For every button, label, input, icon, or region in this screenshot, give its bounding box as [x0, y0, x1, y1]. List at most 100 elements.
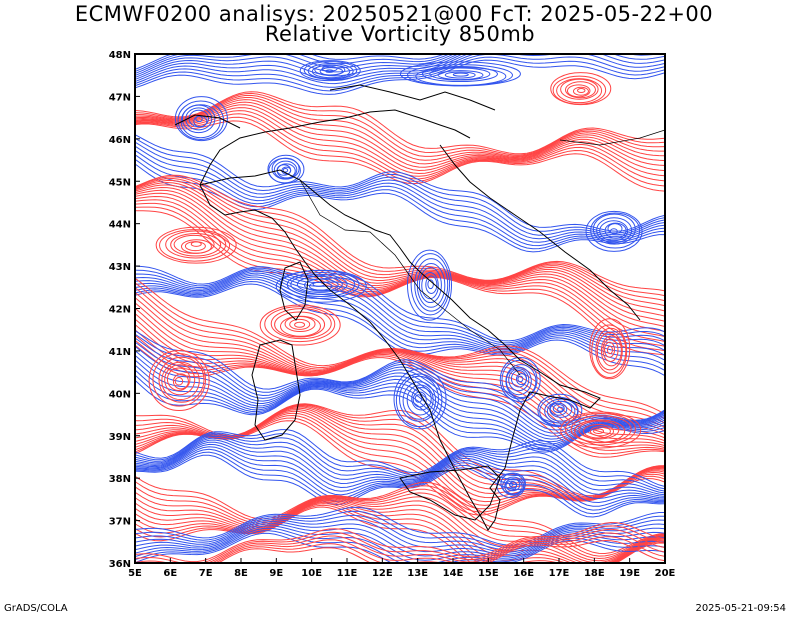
negative-vorticity-cell: [590, 212, 641, 249]
negative-vorticity-contour: [135, 530, 665, 563]
positive-vorticity-cell: [572, 86, 589, 96]
negative-vorticity-cell: [421, 66, 498, 83]
positive-vorticity-cell: [565, 412, 637, 446]
negative-vorticity-cell: [444, 71, 476, 79]
negative-vorticity-cell: [557, 406, 564, 412]
negative-vorticity-cell: [599, 220, 629, 242]
negative-vorticity-cell: [410, 253, 451, 316]
positive-vorticity-contour: [135, 186, 665, 322]
positive-vorticity-contour: [135, 177, 665, 302]
negative-vorticity-cell: [181, 104, 216, 134]
positive-vorticity-cell: [593, 428, 605, 434]
footer-software-label: GrADS/COLA: [4, 603, 68, 614]
negative-vorticity-contour: [135, 276, 665, 361]
positive-vorticity-contour: [135, 313, 665, 442]
negative-vorticity-cell: [406, 249, 452, 321]
positive-vorticity-contour: [135, 475, 665, 555]
negative-vorticity-cell: [515, 373, 527, 386]
positive-vorticity-cell: [159, 229, 231, 262]
lon-tick-label: 8E: [234, 568, 248, 579]
negative-vorticity-contour: [135, 54, 446, 70]
negative-vorticity-contour: [135, 434, 665, 492]
negative-vorticity-cell: [585, 210, 643, 252]
negative-vorticity-contour: [135, 454, 665, 518]
positive-vorticity-contour: [135, 498, 665, 563]
positive-vorticity-cell: [152, 353, 206, 407]
positive-vorticity-cell: [166, 367, 191, 391]
positive-vorticity-contour: [135, 525, 665, 563]
negative-vorticity-contour: [135, 510, 665, 549]
negative-vorticity-contour: [135, 56, 665, 92]
footer-timestamp: 2025-05-21-09:54: [695, 603, 786, 614]
negative-vorticity-contour: [135, 274, 665, 356]
negative-vorticity-contour: [135, 269, 665, 346]
positive-vorticity-contour: [135, 339, 665, 455]
positive-vorticity-cell: [172, 373, 189, 390]
positive-vorticity-cell: [165, 230, 227, 259]
positive-vorticity-contour: [135, 97, 665, 161]
negative-vorticity-contour: [135, 354, 665, 443]
negative-vorticity-contour: [135, 54, 660, 76]
negative-vorticity-contour: [135, 333, 665, 428]
negative-vorticity-cell: [425, 275, 438, 294]
negative-vorticity-cell: [195, 115, 203, 123]
negative-vorticity-cell: [537, 393, 583, 427]
map-title-line2: Relative Vorticity 850mb: [264, 22, 536, 46]
negative-vorticity-contour: [135, 439, 665, 497]
negative-vorticity-cell: [501, 359, 538, 400]
negative-vorticity-contour: [135, 59, 665, 95]
negative-vorticity-cell: [418, 267, 442, 304]
positive-vorticity-cell: [606, 345, 613, 355]
lon-tick-label: 12E: [372, 568, 393, 579]
negative-vorticity-contour: [135, 54, 665, 81]
negative-vorticity-cell: [180, 104, 221, 139]
lon-tick-label: 20E: [655, 568, 676, 579]
positive-vorticity-cell: [155, 226, 237, 264]
positive-vorticity-cell: [583, 423, 615, 439]
negative-vorticity-cell: [290, 273, 348, 295]
lat-tick-label: 44N: [109, 220, 131, 231]
negative-vorticity-contour: [135, 446, 665, 507]
negative-vorticity-cell: [415, 66, 507, 86]
lon-tick-label: 19E: [619, 568, 640, 579]
positive-vorticity-contour: [135, 107, 665, 175]
negative-vorticity-contour: [135, 270, 665, 348]
negative-vorticity-cell: [592, 213, 636, 245]
negative-vorticity-contour: [135, 443, 665, 504]
positive-vorticity-cell: [600, 335, 622, 367]
positive-vorticity-cell: [174, 377, 184, 386]
negative-vorticity-contour: [135, 54, 665, 85]
positive-vorticity-cell: [190, 241, 202, 247]
negative-vorticity-contour: [135, 278, 665, 367]
positive-vorticity-cell: [158, 356, 205, 403]
vorticity-contours: [135, 54, 665, 563]
positive-vorticity-cell: [560, 411, 642, 449]
negative-vorticity-contour: [135, 437, 665, 496]
negative-vorticity-contour: [135, 163, 665, 253]
lat-tick-label: 45N: [109, 177, 131, 188]
lat-tick-label: 37N: [109, 517, 131, 528]
negative-vorticity-contour: [135, 137, 665, 234]
positive-vorticity-contour: [135, 92, 665, 156]
positive-vorticity-contour: [135, 501, 665, 563]
positive-vorticity-cell: [284, 315, 316, 332]
positive-vorticity-contour: [135, 174, 665, 292]
lat-tick-label: 48N: [109, 50, 131, 61]
negative-vorticity-cell: [508, 482, 514, 487]
lon-tick-label: 10E: [301, 568, 322, 579]
negative-vorticity-cell: [452, 72, 469, 77]
negative-vorticity-contour: [135, 54, 665, 88]
positive-vorticity-contour: [135, 503, 665, 563]
positive-vorticity-contour: [135, 210, 665, 356]
negative-vorticity-cell: [406, 384, 434, 416]
positive-vorticity-contour: [135, 496, 665, 563]
negative-vorticity-cell: [325, 69, 334, 73]
axis-ticks: [134, 53, 666, 564]
lat-tick-label: 39N: [109, 432, 131, 443]
negative-vorticity-contour: [135, 134, 665, 232]
positive-vorticity-cell: [294, 321, 306, 328]
positive-vorticity-cell: [576, 88, 586, 94]
lon-tick-label: 17E: [549, 568, 570, 579]
negative-vorticity-contour: [135, 272, 665, 351]
lat-tick-label: 46N: [109, 135, 131, 146]
